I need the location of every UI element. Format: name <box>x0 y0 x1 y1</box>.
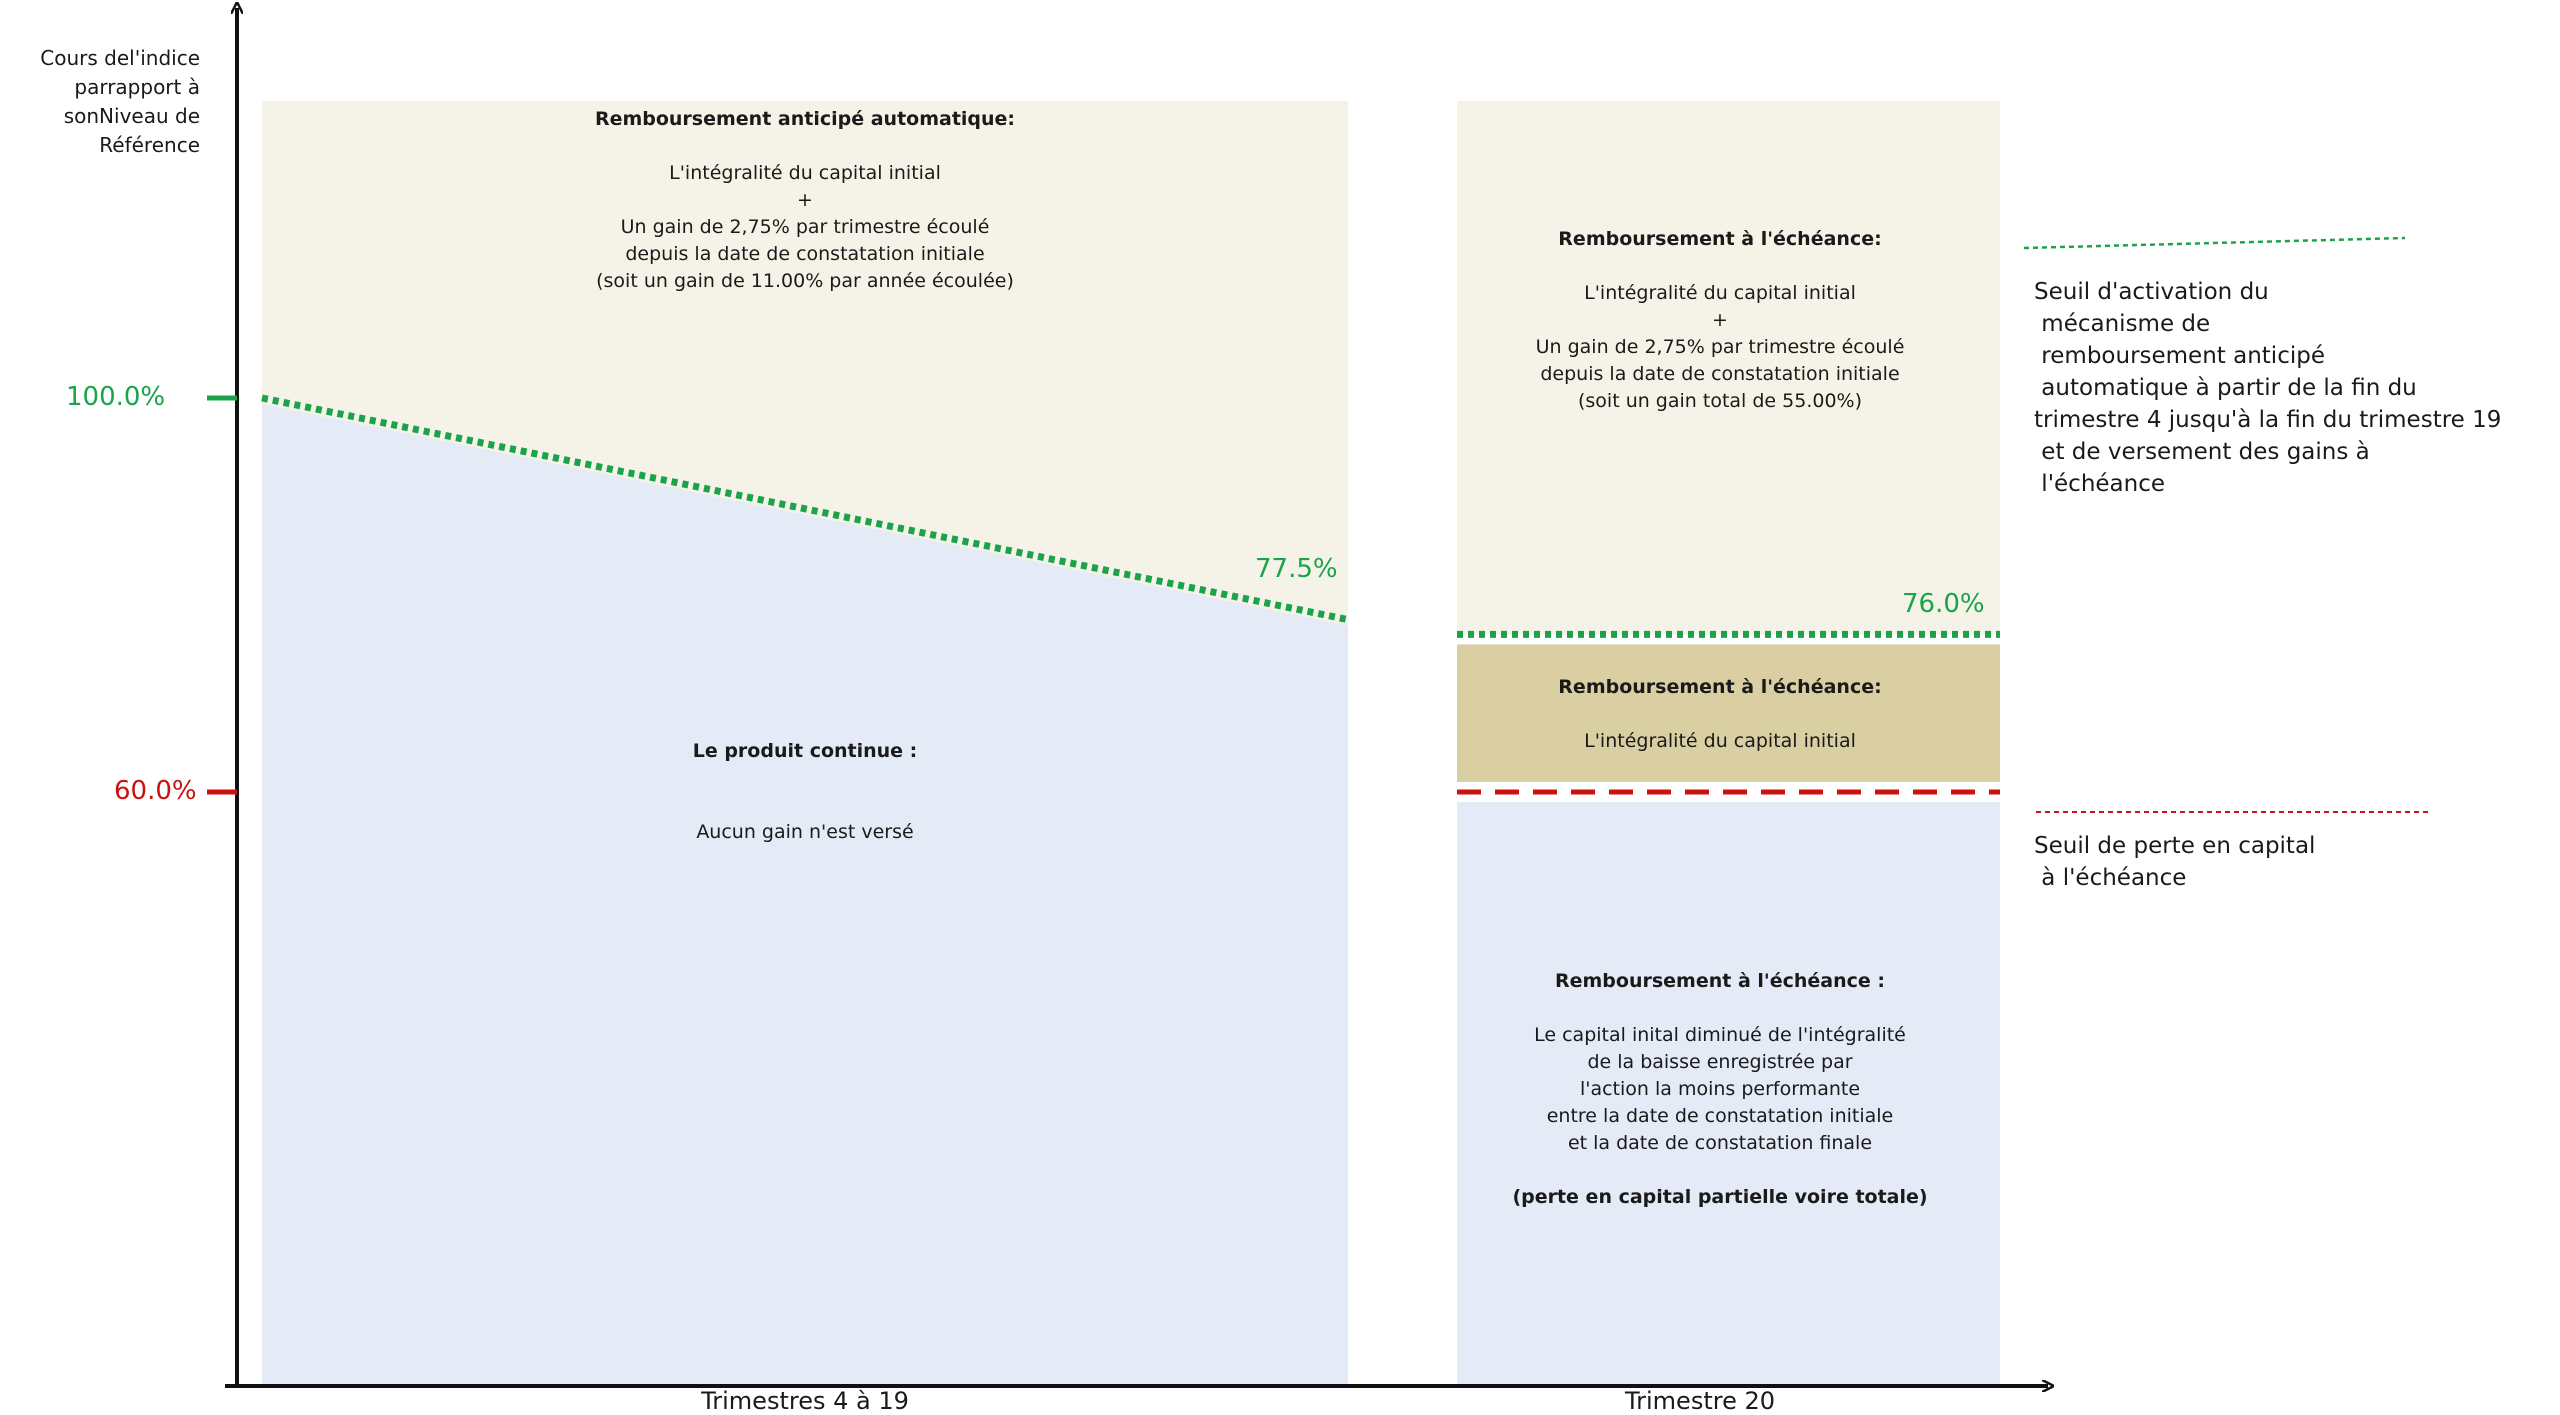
spacer <box>505 133 1105 160</box>
legend-barrier-text: Seuil de perte en capital à l'échéance <box>2034 830 2315 894</box>
period2-upper-zone <box>1457 101 2000 635</box>
period2-upper-text: Remboursement à l'échéance: L'intégralité… <box>1420 226 2020 415</box>
spacer <box>1420 995 2020 1022</box>
legend-barrier-line-text: Seuil de perte en capital <box>2034 833 2316 859</box>
period1-threshold-line <box>261 394 1349 624</box>
period2-upper-line: Un gain de 2,75% par trimestre écoulé <box>1535 336 1905 358</box>
period2-lower-line: Remboursement à l'échéance : <box>1554 970 1885 992</box>
spacer <box>1420 701 2020 728</box>
legend-autocall-line <box>2023 236 2406 250</box>
period2-lower-line: Le capital inital diminué de l'intégrali… <box>1534 1024 1906 1046</box>
legend-autocall-line-text: Seuil d'activation du <box>2034 279 2269 305</box>
period1-upper-line: Remboursement anticipé automatique: <box>594 108 1016 130</box>
period2-middle-line: Remboursement à l'échéance: <box>1558 676 1882 698</box>
period1-upper-line: Un gain de 2,75% par trimestre écoulé <box>620 216 990 238</box>
period1-lower-zone <box>262 404 1348 1386</box>
legend-autocall-line-text: remboursement anticipé <box>2034 343 2325 369</box>
period2-lower-text: Remboursement à l'échéance : Le capital i… <box>1420 968 2020 1211</box>
legend-autocall-line-text: l'échéance <box>2034 471 2166 497</box>
legend-autocall-text: Seuil d'activation du mécanisme de rembo… <box>2034 276 2501 500</box>
period2-lower-line: (perte en capital partielle voire totale… <box>1512 1186 1928 1208</box>
period1-upper-line: (soit un gain de 11.00% par année écoulé… <box>596 270 1014 292</box>
period2-upper-line: depuis la date de constatation initiale <box>1540 363 1900 385</box>
period1-upper-text: Remboursement anticipé automatique: L'int… <box>505 106 1105 295</box>
period2-middle-zone <box>1457 644 2000 782</box>
y-axis-title-line: Cours de <box>40 46 130 70</box>
period1-lower-line: Aucun gain n'est versé <box>696 821 914 843</box>
period2-upper-line: (soit un gain total de 55.00%) <box>1577 390 1863 412</box>
period1-upper-line: L'intégralité du capital initial <box>669 162 941 184</box>
period2-threshold-label: 76.0% <box>1902 589 1985 619</box>
x-category-period2: Trimestre 20 <box>1625 1387 1775 1415</box>
period2-lower-zone <box>1457 802 2000 1386</box>
level-100-label: 100.0% <box>66 382 166 412</box>
y-axis-title-line: Niveau de Référence <box>99 104 200 157</box>
period2-lower-line: et la date de constatation finale <box>1567 1132 1873 1154</box>
legend-barrier-line-text: à l'échéance <box>2034 865 2187 891</box>
period2-middle-line: L'intégralité du capital initial <box>1584 730 1856 752</box>
period2-upper-line: + <box>1712 309 1728 331</box>
period2-upper-line: Remboursement à l'échéance: <box>1558 228 1882 250</box>
period2-lower-line: l'action la moins performante <box>1579 1078 1861 1100</box>
period2-middle-text: Remboursement à l'échéance: L'intégralité… <box>1420 674 2020 755</box>
legend-autocall-line-text: trimestre 4 jusqu'à la fin du trimestre … <box>2034 407 2502 433</box>
y-axis-title-line: l'indice par <box>74 46 200 99</box>
period1-upper-line: + <box>797 189 813 211</box>
period1-threshold-end-label: 77.5% <box>1255 554 1338 584</box>
spacer <box>1420 1157 2020 1184</box>
period2-lower-line: de la baisse enregistrée par <box>1587 1051 1853 1073</box>
legend-autocall-line-text: mécanisme de <box>2034 311 2211 337</box>
period2-lower-line: entre la date de constatation initiale <box>1546 1105 1894 1127</box>
period1-upper-line: depuis la date de constatation initiale <box>625 243 985 265</box>
spacer <box>505 765 1105 792</box>
x-category-period1: Trimestres 4 à 19 <box>701 1387 909 1415</box>
spacer <box>1420 253 2020 280</box>
legend-autocall-line-text: automatique à partir de la fin du <box>2034 375 2417 401</box>
period1-lower-line: Le produit continue : <box>692 740 918 762</box>
period2-upper-line: L'intégralité du capital initial <box>1584 282 1856 304</box>
period1-lower-text: Le produit continue : Aucun gain n'est ve… <box>505 738 1105 846</box>
y-axis-title: Cours del'indice parrapport à sonNiveau … <box>0 44 200 160</box>
spacer <box>505 792 1105 819</box>
y-axis-title-line: rapport à son <box>63 75 200 128</box>
legend-autocall-line-text: et de versement des gains à <box>2034 439 2370 465</box>
level-60-label: 60.0% <box>114 776 197 806</box>
